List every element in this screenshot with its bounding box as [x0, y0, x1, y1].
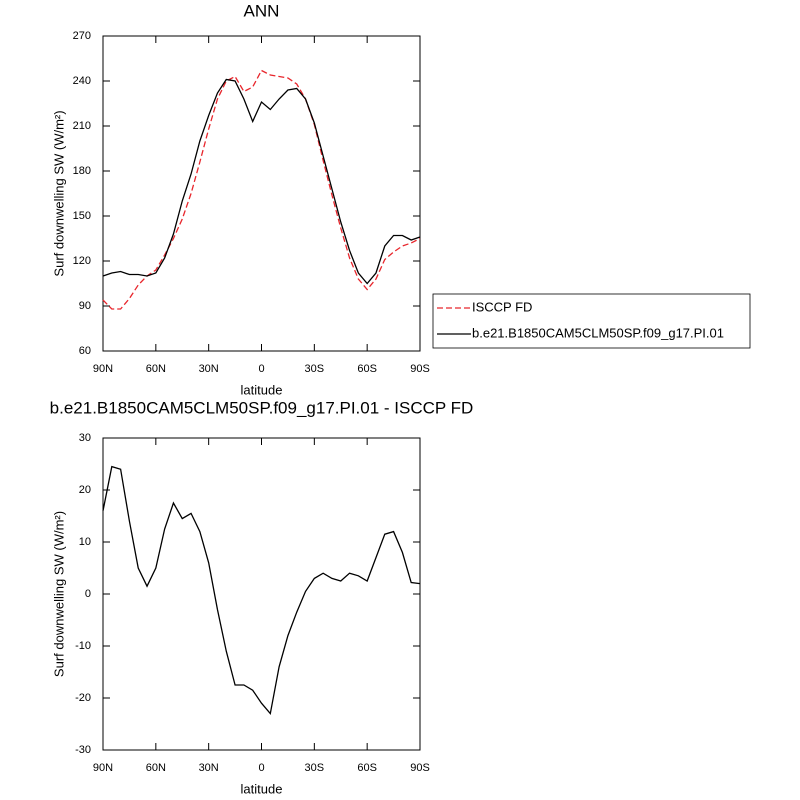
x-tick-label: 90N: [93, 363, 113, 375]
legend-label: b.e21.B1850CAM5CLM50SP.f09_g17.PI.01: [472, 325, 724, 340]
y-tick-label: 10: [79, 536, 91, 548]
y-tick-label: 120: [73, 255, 91, 267]
y-tick-label: 210: [73, 120, 91, 132]
y-tick-label: 60: [79, 345, 91, 357]
legend-box: [432, 293, 751, 349]
x-tick-label: 90S: [410, 363, 430, 375]
x-axis-label: latitude: [241, 781, 283, 796]
y-tick-label: 270: [73, 30, 91, 42]
y-tick-label: -10: [75, 640, 91, 652]
chart-title: ANN: [244, 1, 280, 20]
x-tick-label: 0: [258, 762, 264, 774]
x-tick-label: 60N: [146, 363, 166, 375]
y-tick-label: 0: [85, 588, 91, 600]
x-tick-label: 60S: [357, 363, 377, 375]
y-tick-label: 90: [79, 300, 91, 312]
y-tick-label: 30: [79, 432, 91, 444]
x-tick-label: 30N: [199, 762, 219, 774]
y-tick-label: 150: [73, 210, 91, 222]
y-axis-label: Surf downwelling SW (W/m²): [51, 110, 66, 276]
x-tick-label: 90N: [93, 762, 113, 774]
legend-label: ISCCP FD: [472, 299, 532, 314]
data-line: [102, 69, 421, 310]
x-tick-label: 30S: [305, 363, 325, 375]
x-tick-label: 30N: [199, 363, 219, 375]
y-tick-label: -30: [75, 744, 91, 756]
x-tick-label: 30S: [305, 762, 325, 774]
data-line: [102, 78, 421, 285]
y-tick-label: -20: [75, 692, 91, 704]
y-tick-label: 240: [73, 75, 91, 87]
x-tick-label: 60S: [357, 762, 377, 774]
x-tick-label: 60N: [146, 762, 166, 774]
y-tick-label: 180: [73, 165, 91, 177]
y-tick-label: 20: [79, 484, 91, 496]
y-axis-label: Surf downwelling SW (W/m²): [51, 511, 66, 677]
plot-frame: [102, 35, 421, 352]
x-tick-label: 90S: [410, 762, 430, 774]
data-line: [102, 465, 421, 716]
x-axis-label: latitude: [241, 382, 283, 397]
x-tick-label: 0: [258, 363, 264, 375]
chart-title: b.e21.B1850CAM5CLM50SP.f09_g17.PI.01 - I…: [50, 398, 474, 417]
